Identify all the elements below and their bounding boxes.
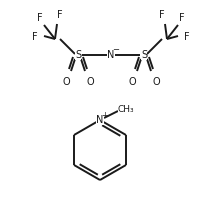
Text: F: F [37, 13, 43, 23]
Text: S: S [141, 50, 147, 60]
Text: N: N [96, 115, 104, 125]
Text: O: O [152, 77, 160, 87]
Text: +: + [101, 111, 108, 119]
Text: F: F [57, 10, 63, 20]
Text: N: N [107, 50, 115, 60]
Text: O: O [86, 77, 94, 87]
Text: F: F [184, 32, 190, 42]
Text: F: F [32, 32, 38, 42]
Text: CH₃: CH₃ [118, 106, 134, 114]
Text: O: O [62, 77, 70, 87]
Text: −: − [113, 46, 119, 54]
Text: F: F [179, 13, 185, 23]
Text: F: F [159, 10, 165, 20]
Text: S: S [75, 50, 81, 60]
Text: O: O [128, 77, 136, 87]
